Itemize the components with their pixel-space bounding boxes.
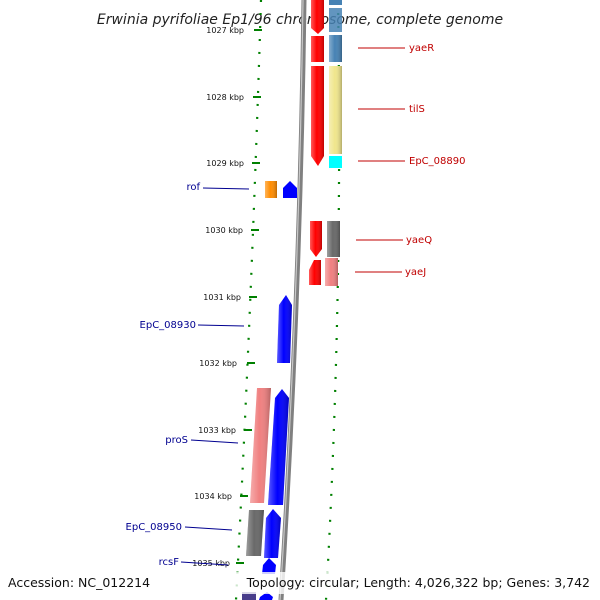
gene-label-rof: rof <box>186 182 200 193</box>
connector-rof <box>202 187 250 190</box>
feature-EpC_08890 <box>329 156 342 168</box>
feature-bottom-darkslate <box>242 592 256 600</box>
gene-yaeQ-shade <box>310 221 322 257</box>
feature-tilS-shade <box>329 66 342 154</box>
gene-bottom-blue <box>259 592 273 600</box>
outer-ruler-ring <box>324 0 341 600</box>
gene-label-EpC_08890: EpC_08890 <box>409 156 465 167</box>
feature-steelblue-top <box>329 0 342 5</box>
gene-proS-shade <box>268 389 289 505</box>
footer-background <box>0 572 600 594</box>
gene-tilS-shade <box>311 66 324 166</box>
backbone-highlight <box>279 0 304 600</box>
tick-label-1028: 1028 kbp <box>206 93 244 102</box>
gene-label-EpC_08950: EpC_08950 <box>126 522 182 533</box>
gene-label-tilS: tilS <box>409 104 425 115</box>
gene-label-rcsF: rcsF <box>159 557 180 568</box>
accession-text: Accession: NC_012214 <box>8 575 150 590</box>
gene-label-proS: proS <box>165 435 188 446</box>
tick-label-1032: 1032 kbp <box>199 359 237 368</box>
feature-yaeJ-shade <box>325 258 338 286</box>
gene-label-yaeR: yaeR <box>409 43 434 54</box>
map-title: Erwinia pyrifoliae Ep1/96 chromosome, co… <box>97 12 503 28</box>
inner-ruler-ring <box>234 0 263 600</box>
gene-label-EpC_08930: EpC_08930 <box>140 320 196 331</box>
feature-yaeR-shade <box>329 35 342 62</box>
reverse-strand-genes <box>242 181 297 600</box>
tick-label-1031: 1031 kbp <box>203 293 241 302</box>
connector-rcsF <box>180 561 229 566</box>
feature-proS-shade <box>250 388 271 503</box>
connector-EpC_08930 <box>197 324 245 327</box>
chromosome-backbone <box>278 0 307 600</box>
gene-arrow-shade <box>311 0 324 34</box>
feature-steelblue <box>329 8 342 32</box>
tick-label-1027: 1027 kbp <box>206 26 244 35</box>
gene-rcsF <box>262 558 276 574</box>
tick-label-1033: 1033 kbp <box>198 426 236 435</box>
tick-label-1034: 1034 kbp <box>194 492 232 501</box>
feature-rof-shade <box>265 181 277 198</box>
gene-rof <box>283 181 297 198</box>
connector-proS <box>190 439 239 444</box>
ruler-ticks <box>236 29 262 564</box>
topology-text: Topology: circular; Length: 4,026,322 bp… <box>246 575 590 590</box>
gene-label-yaeJ: yaeJ <box>405 267 426 278</box>
forward-strand-genes <box>309 0 324 285</box>
connector-EpC_08950 <box>184 526 233 531</box>
gene-label-yaeQ: yaeQ <box>406 235 432 246</box>
feature-EpC_08950-shade <box>246 510 264 556</box>
tick-label-1030: 1030 kbp <box>205 226 243 235</box>
feature-yaeQ-shade <box>327 221 340 257</box>
gene-EpC_08950-shade <box>264 509 281 558</box>
outer-feature-track <box>325 0 342 286</box>
gene-yaeR-shade <box>311 36 324 62</box>
label-connectors <box>180 47 405 566</box>
tick-label-1029: 1029 kbp <box>206 159 244 168</box>
gene-yaeJ-shade <box>309 260 321 285</box>
gene-EpC_08930-shade <box>277 295 292 363</box>
